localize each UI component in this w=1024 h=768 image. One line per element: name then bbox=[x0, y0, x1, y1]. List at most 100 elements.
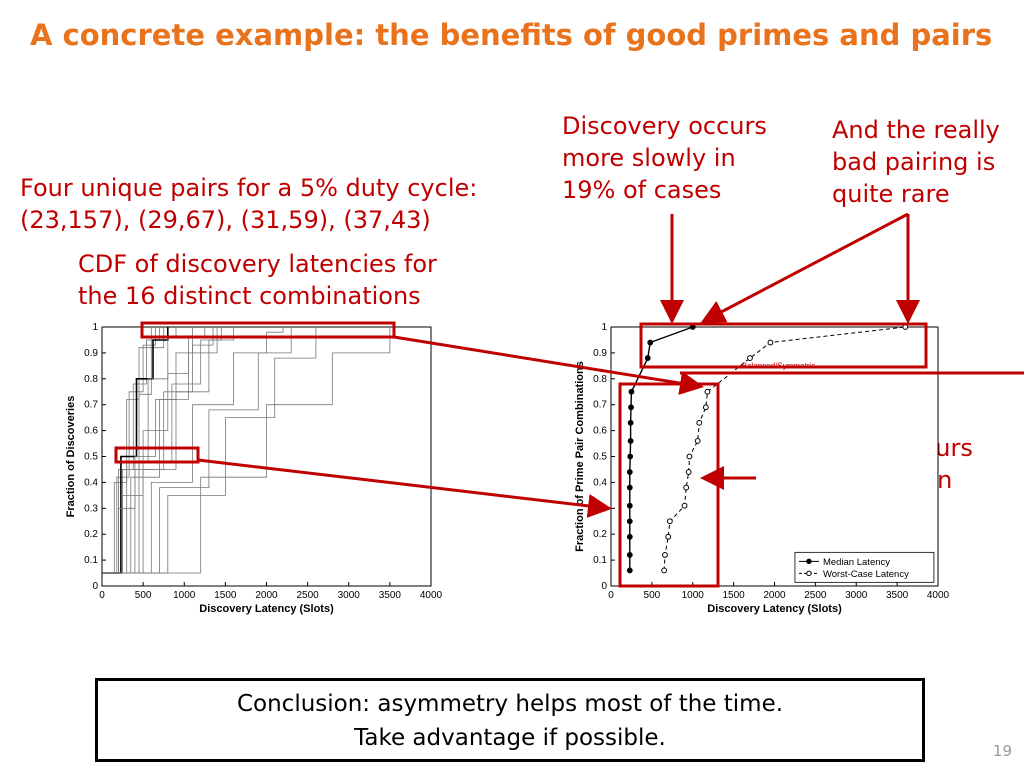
data-point bbox=[696, 419, 703, 426]
x-tick-label: 3500 bbox=[886, 590, 909, 601]
x-axis-label: Discovery Latency (Slots) bbox=[199, 603, 334, 615]
y-tick-label: 0.9 bbox=[593, 348, 607, 359]
arrow-mid-connector bbox=[197, 458, 612, 518]
prime-pairs-note: Four unique pairs for a 5% duty cycle: (… bbox=[20, 172, 477, 236]
data-point bbox=[666, 518, 673, 525]
y-tick-label: 0 bbox=[92, 581, 98, 592]
data-point bbox=[628, 404, 634, 411]
legend-entry-1: Worst-Case Latency bbox=[823, 569, 909, 580]
highlight-box-top-left bbox=[140, 321, 396, 339]
rare-line-2: bad pairing is bbox=[832, 148, 996, 176]
y-axis-label: Fraction of Discoveries bbox=[65, 396, 77, 518]
legend-box bbox=[794, 551, 935, 583]
rare-line-3: quite rare bbox=[832, 180, 950, 208]
data-point bbox=[694, 438, 701, 444]
conclusion-line-2: Take advantage if possible. bbox=[354, 725, 666, 751]
conclusion-line-1: Conclusion: asymmetry helps most of the … bbox=[236, 691, 784, 717]
y-tick-label: 0.7 bbox=[593, 400, 607, 411]
slide-title: A concrete example: the benefits of good… bbox=[30, 18, 993, 52]
data-point bbox=[647, 339, 654, 346]
y-tick-label: 1 bbox=[92, 322, 98, 333]
x-tick-label: 3000 bbox=[338, 590, 361, 601]
cdf-chart-right: 0 500 1000 1500 2000 2500 3000 3500 4000 0 0.1 0.2 0… bbox=[574, 322, 950, 615]
x-tick-label: 500 bbox=[135, 590, 152, 601]
x-tick-label: 4000 bbox=[927, 590, 950, 601]
highlight-box-mid-left bbox=[114, 446, 200, 464]
legend-entry-0: Median Latency bbox=[823, 557, 890, 568]
data-point bbox=[626, 567, 633, 574]
data-point bbox=[681, 502, 688, 509]
data-point bbox=[627, 419, 634, 426]
arrow-rare-left bbox=[700, 212, 909, 323]
cdf-caption: CDF of discovery latencies for the 16 di… bbox=[78, 248, 437, 312]
data-point bbox=[704, 388, 711, 395]
data-point bbox=[665, 533, 672, 540]
data-point bbox=[626, 533, 633, 540]
data-point bbox=[686, 453, 693, 460]
x-tick-label: 1000 bbox=[682, 590, 705, 601]
prime-pairs-line-1: Four unique pairs for a 5% duty cycle: bbox=[20, 174, 478, 202]
y-tick-label: 1 bbox=[601, 322, 607, 333]
series-line-12 bbox=[102, 327, 317, 574]
annotation-overlay bbox=[114, 212, 1024, 588]
data-point bbox=[626, 484, 633, 491]
series-line-10 bbox=[102, 327, 284, 574]
rare-line-1: And the really bbox=[832, 116, 1000, 144]
x-tick-label: 2000 bbox=[255, 590, 278, 601]
legend-marker-1 bbox=[806, 570, 812, 577]
y-tick-label: 0 bbox=[601, 581, 607, 592]
x-tick-label: 0 bbox=[99, 590, 105, 601]
y-tick-label: 0.1 bbox=[593, 555, 607, 566]
y-tick-label: 0.5 bbox=[84, 452, 98, 463]
series-line-1 bbox=[102, 327, 156, 574]
y-tick-label: 0.5 bbox=[593, 452, 607, 463]
y-tick-label: 0.8 bbox=[593, 374, 607, 385]
series-line-13 bbox=[102, 327, 391, 574]
y-tick-label: 0.9 bbox=[84, 348, 98, 359]
x-axis-label: Discovery Latency (Slots) bbox=[707, 603, 842, 615]
x-tick-label: 500 bbox=[644, 590, 661, 601]
series-line-4 bbox=[102, 327, 169, 574]
x-tick-label: 3500 bbox=[379, 590, 402, 601]
y-tick-label: 0.4 bbox=[84, 477, 98, 488]
legend-marker-0 bbox=[806, 558, 812, 565]
slow-line-3: 19% of cases bbox=[562, 176, 722, 204]
data-point bbox=[683, 484, 690, 491]
y-tick-label: 0.1 bbox=[84, 555, 98, 566]
slow-line-1: Discovery occurs bbox=[562, 112, 767, 140]
y-tick-label: 0.4 bbox=[593, 477, 607, 488]
highlight-box-top-right bbox=[639, 322, 928, 369]
data-point bbox=[627, 453, 634, 460]
y-axis-label: Fraction of Prime Pair Combinations bbox=[574, 361, 586, 552]
rare-pairing-note: And the really bad pairing is quite rare bbox=[832, 114, 1000, 210]
data-point bbox=[627, 438, 634, 444]
y-tick-label: 0.6 bbox=[84, 426, 98, 437]
x-tick-label: 3000 bbox=[845, 590, 868, 601]
x-tick-label: 4000 bbox=[420, 590, 443, 601]
data-point bbox=[644, 355, 651, 361]
data-point bbox=[628, 388, 635, 395]
x-tick-label: 2500 bbox=[297, 590, 320, 601]
data-point bbox=[661, 567, 668, 574]
series-line-14 bbox=[102, 327, 193, 574]
x-tick-label: 2500 bbox=[804, 590, 827, 601]
data-point bbox=[702, 404, 709, 411]
y-tick-label: 0.6 bbox=[593, 426, 607, 437]
y-tick-label: 0.8 bbox=[84, 374, 98, 385]
data-point bbox=[767, 339, 774, 346]
y-tick-label: 0.3 bbox=[84, 503, 98, 514]
conclusion-box: Conclusion: asymmetry helps most of the … bbox=[95, 678, 925, 762]
y-tick-label: 0.2 bbox=[84, 529, 98, 540]
x-tick-label: 1500 bbox=[723, 590, 746, 601]
page-number: 19 bbox=[992, 742, 1012, 760]
cdf-caption-line-2: the 16 distinct combinations bbox=[78, 282, 421, 310]
x-tick-label: 1000 bbox=[173, 590, 196, 601]
y-tick-label: 0.7 bbox=[84, 400, 98, 411]
cdf-chart-left: 0 500 1000 1500 2000 2500 3000 3500 4000 0 0.1 0.2 0… bbox=[65, 322, 443, 615]
series-line-6 bbox=[102, 327, 214, 574]
data-point bbox=[626, 469, 633, 475]
slow-discovery-note: Discovery occurs more slowly in 19% of c… bbox=[562, 110, 767, 206]
data-point bbox=[626, 502, 633, 509]
plot-frame bbox=[610, 326, 939, 587]
